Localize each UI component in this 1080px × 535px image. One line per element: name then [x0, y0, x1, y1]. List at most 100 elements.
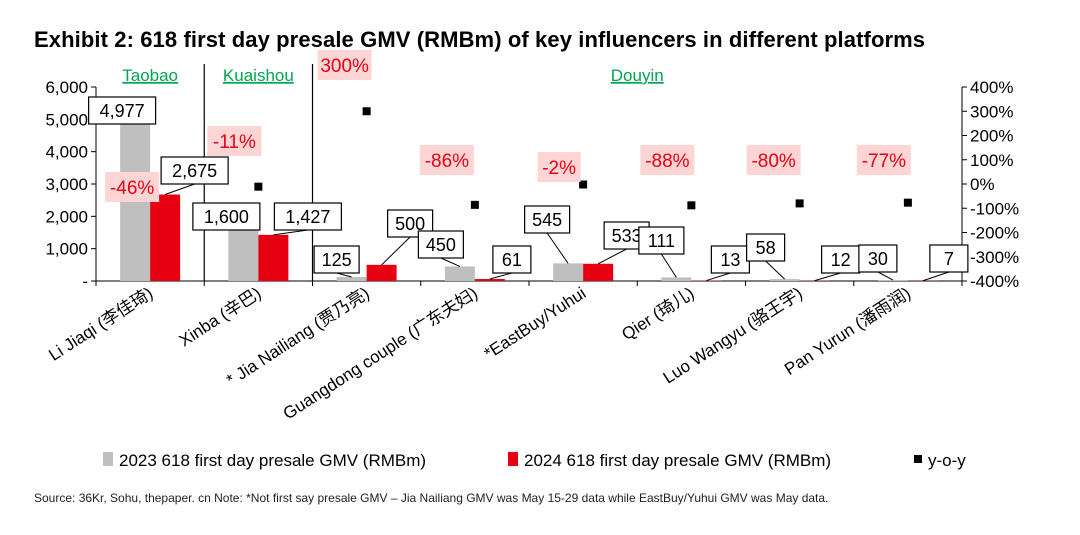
y2-tick-label: -400% [970, 272, 1019, 291]
data-label-2024-box [710, 245, 750, 274]
data-label-2024: 2,675 [172, 161, 217, 181]
platform-label-taobao: Taobao [122, 66, 178, 85]
yoy-label: -80% [751, 151, 795, 172]
bar-2023 [444, 266, 475, 281]
data-label-2024-box [273, 202, 342, 231]
yoy-marker [903, 198, 912, 207]
yoy-marker [687, 201, 696, 210]
data-label-2024-box [160, 156, 229, 185]
legend-swatch-2024 [508, 452, 518, 466]
data-label-2024: 7 [944, 249, 954, 269]
bar-2023 [661, 277, 692, 281]
y2-tick-label: 200% [970, 127, 1013, 146]
leader-line-2023 [546, 232, 569, 264]
y-tick-label: 3,000 [45, 175, 88, 194]
yoy-label-bg [207, 126, 262, 156]
y2-tick-label: 300% [970, 102, 1013, 121]
yoy-label-bg [746, 145, 801, 175]
data-label-2023-box [192, 202, 261, 231]
data-label-2023-box [313, 245, 360, 274]
yoy-label-bg [537, 152, 581, 182]
data-label-2023-box [638, 226, 685, 255]
data-label-2023: 450 [426, 235, 456, 255]
legend-label-2024: 2024 618 first day presale GMV (RMBm) [524, 451, 831, 470]
legend-label-2023: 2023 618 first day presale GMV (RMBm) [119, 451, 426, 470]
legend-swatch-yoy [914, 455, 922, 463]
x-tick-label: Li Jiaqi (李佳琦) [45, 283, 156, 364]
data-label-2023-box [746, 233, 786, 262]
data-label-2024: 1,427 [285, 207, 330, 227]
yoy-label-bg [105, 172, 160, 202]
data-label-2023: 125 [322, 250, 352, 270]
yoy-marker [795, 199, 804, 208]
data-label-2023-box [417, 230, 464, 259]
bar-2023 [769, 279, 800, 281]
x-tick-label: *EastBuy/Yuhui [481, 283, 590, 363]
yoy-marker [470, 200, 479, 209]
yoy-label-bg [640, 145, 695, 175]
bar-2024 [583, 263, 614, 281]
leader-line-2024 [489, 272, 513, 280]
leader-line-2023 [765, 260, 785, 280]
y2-tick-label: 0% [970, 175, 995, 194]
y-tick-label: 4,000 [45, 143, 88, 162]
data-label-2024-box [492, 245, 532, 274]
bar-2024 [258, 234, 289, 281]
legend-swatch-2023 [103, 452, 113, 466]
y-tick-label: 5,000 [45, 110, 88, 129]
y2-tick-label: -100% [970, 199, 1019, 218]
bar-2023 [336, 276, 367, 281]
y-tick-label: - [82, 272, 88, 291]
data-label-2024: 533 [612, 226, 642, 246]
data-label-2023-box [524, 205, 571, 234]
x-tick-label: Xinba (辛巴) [176, 283, 265, 350]
data-label-2023-box [858, 244, 898, 273]
data-label-2023: 58 [756, 238, 776, 258]
leader-line-2024 [381, 236, 411, 266]
yoy-label: -86% [425, 151, 469, 172]
leader-line-2023 [877, 271, 894, 281]
leader-line-2024 [164, 183, 195, 195]
data-label-2024: 12 [831, 250, 851, 270]
data-label-2023: 111 [648, 231, 675, 251]
data-label-2023-box [88, 96, 157, 125]
y-tick-label: 6,000 [45, 78, 88, 97]
data-label-2024: 13 [720, 250, 740, 270]
data-label-2024: 61 [502, 250, 522, 270]
yoy-marker [579, 180, 588, 189]
data-label-2023: 4,977 [100, 101, 145, 121]
leader-line-2024 [814, 272, 841, 282]
y2-tick-label: -200% [970, 224, 1019, 243]
legend-label-yoy: y-o-y [928, 451, 966, 470]
yoy-marker [362, 107, 371, 116]
leader-line-2023 [336, 272, 352, 278]
chart: - 1,000 2,000 3,000 4,000 5,000 6,000 -400% -300… [45, 50, 1019, 470]
yoy-label-bg [317, 50, 372, 80]
yoy-label-bg [856, 145, 911, 175]
bar-2023 [228, 229, 259, 281]
x-tick-label: Qier (琦儿) [618, 283, 697, 344]
bar-2024 [150, 194, 181, 281]
data-label-2024: 500 [395, 214, 425, 234]
bar-2023 [877, 280, 908, 281]
source-note: Source: 36Kr, Sohu, thepaper. cn Note: *… [34, 491, 829, 505]
leader-line-2024 [922, 271, 950, 282]
bar-2023 [553, 263, 584, 281]
yoy-label: -2% [542, 158, 576, 179]
yoy-label: -88% [645, 151, 689, 172]
bar-2024 [474, 279, 505, 281]
yoy-label: 300% [320, 56, 369, 77]
yoy-label: -46% [110, 178, 154, 199]
y2-tick-label: -300% [970, 248, 1019, 267]
bar-2024 [366, 264, 397, 281]
leader-line-2024 [273, 229, 308, 236]
leader-line-2023 [440, 257, 461, 267]
data-label-2024-box [821, 245, 861, 274]
chart-title: Exhibit 2: 618 first day presale GMV (RM… [34, 27, 926, 52]
data-label-2023: 1,600 [204, 207, 249, 227]
leader-line-2024 [597, 248, 627, 265]
platform-label-kuaishou: Kuaishou [223, 66, 294, 85]
leader-line-2024 [706, 272, 731, 282]
yoy-label: -77% [862, 151, 906, 172]
y2-tick-label: 100% [970, 151, 1013, 170]
